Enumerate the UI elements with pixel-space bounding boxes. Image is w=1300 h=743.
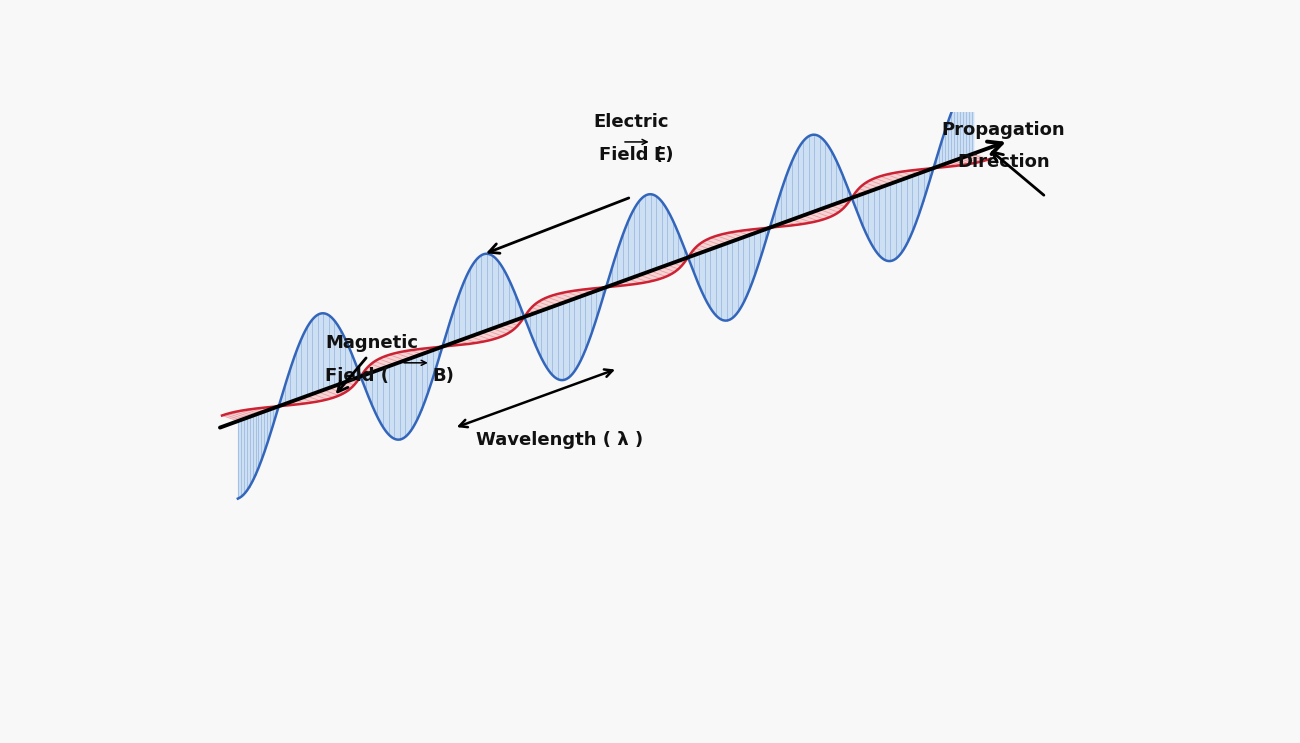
Polygon shape — [280, 314, 361, 406]
Polygon shape — [280, 376, 361, 406]
Polygon shape — [852, 168, 933, 261]
Text: E): E) — [653, 146, 673, 163]
Polygon shape — [524, 287, 606, 317]
Polygon shape — [852, 168, 933, 198]
Polygon shape — [770, 198, 852, 227]
Polygon shape — [222, 406, 280, 421]
Polygon shape — [933, 76, 975, 168]
Polygon shape — [606, 257, 688, 287]
Text: Magnetic: Magnetic — [325, 334, 419, 352]
Polygon shape — [606, 194, 688, 287]
Polygon shape — [770, 134, 852, 227]
Text: Field (: Field ( — [599, 146, 663, 163]
Polygon shape — [688, 227, 770, 257]
Polygon shape — [443, 254, 524, 346]
Text: Propagation: Propagation — [941, 121, 1065, 139]
Polygon shape — [238, 405, 280, 499]
Text: Field (: Field ( — [325, 366, 389, 385]
Polygon shape — [933, 153, 991, 168]
Text: Direction: Direction — [957, 153, 1049, 172]
Text: Electric: Electric — [594, 113, 670, 131]
Polygon shape — [443, 317, 524, 347]
Polygon shape — [688, 227, 770, 321]
Polygon shape — [524, 287, 606, 380]
Polygon shape — [360, 346, 443, 377]
Polygon shape — [361, 345, 443, 440]
Text: Wavelength ( λ ): Wavelength ( λ ) — [476, 431, 642, 449]
Text: B): B) — [432, 366, 454, 385]
